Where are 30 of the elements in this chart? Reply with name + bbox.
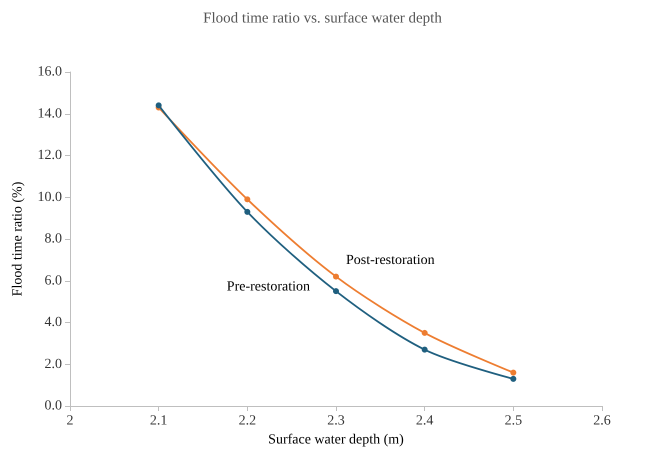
y-tick-label: 2.0 <box>44 356 62 372</box>
point <box>333 274 339 280</box>
point <box>510 376 516 382</box>
y-tick-label: 14.0 <box>38 106 62 122</box>
y-tick-label: 12.0 <box>38 148 62 163</box>
x-tick-label: 2 <box>66 414 74 428</box>
point <box>422 346 428 353</box>
x-axis-title: Surface water depth (m) <box>268 432 404 448</box>
x-tick-label: 2.4 <box>416 414 434 428</box>
point <box>333 288 339 294</box>
y-axis-title: Flood time ratio (%) <box>10 181 26 296</box>
x-tick-label: 2.2 <box>238 414 256 428</box>
y-tick-label: 0.0 <box>44 398 62 414</box>
series-label: Pre-restoration <box>226 280 310 295</box>
point <box>510 370 516 376</box>
y-tick-label: 6.0 <box>44 273 62 288</box>
series-label: Post-restoration <box>346 253 435 268</box>
point <box>422 330 428 336</box>
x-tick-label: 2.6 <box>593 414 611 428</box>
point <box>244 196 250 202</box>
point <box>156 102 162 108</box>
y-tick-label: 4.0 <box>44 315 62 330</box>
point <box>244 208 250 215</box>
x-tick-label: 2.1 <box>150 414 168 428</box>
chart-title: Flood time ratio vs. surface water depth <box>203 10 442 26</box>
y-tick-label: 16.0 <box>38 64 62 80</box>
y-tick-label: 10.0 <box>38 190 62 205</box>
x-tick-label: 2.3 <box>327 414 345 428</box>
y-tick-label: 8.0 <box>44 232 62 246</box>
x-tick-label: 2.5 <box>504 414 522 428</box>
